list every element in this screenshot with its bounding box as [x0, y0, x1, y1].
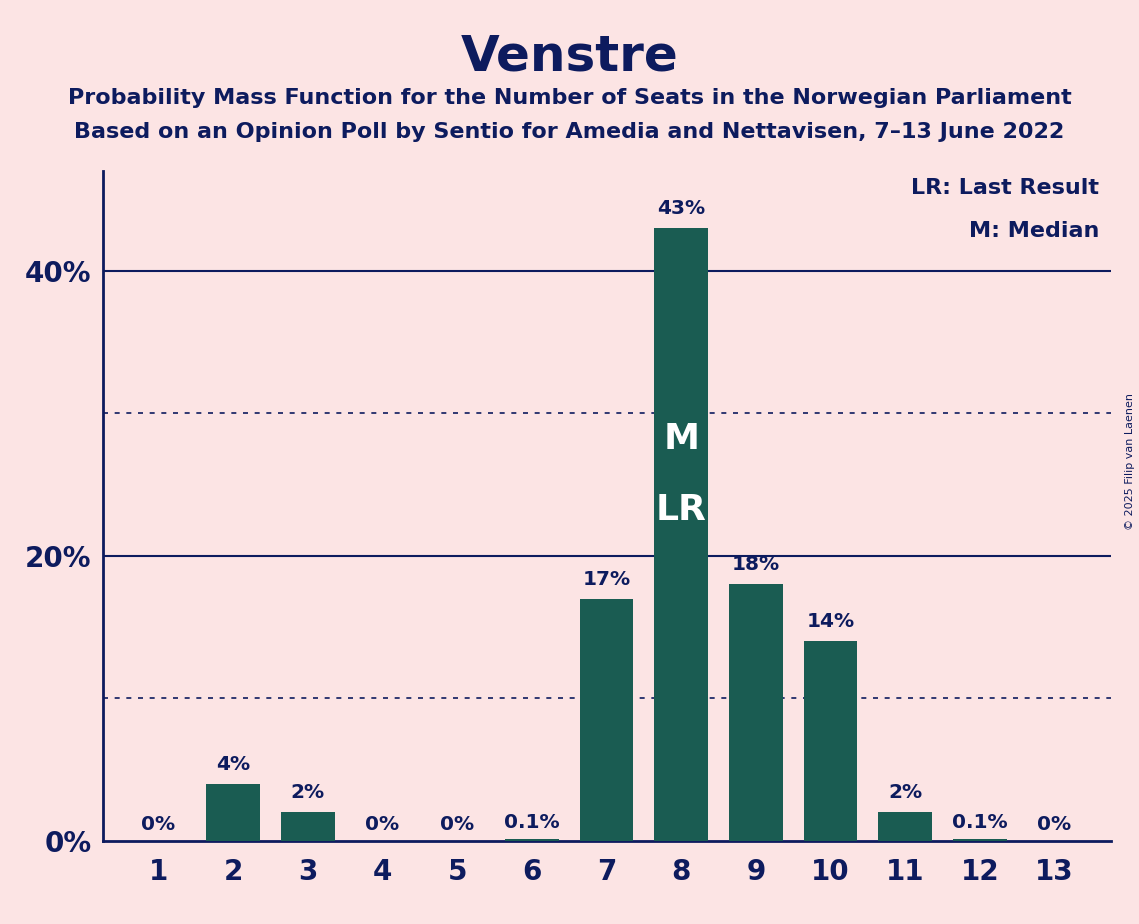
Text: 2%: 2% — [888, 784, 923, 802]
Text: Venstre: Venstre — [460, 32, 679, 80]
Text: 4%: 4% — [216, 755, 251, 774]
Bar — [953, 839, 1007, 841]
Text: 0%: 0% — [440, 815, 474, 833]
Bar — [878, 812, 932, 841]
Text: 43%: 43% — [657, 199, 705, 218]
Bar — [580, 599, 633, 841]
Bar — [804, 641, 858, 841]
Text: 14%: 14% — [806, 613, 854, 631]
Text: M: Median: M: Median — [969, 221, 1099, 241]
Text: 0%: 0% — [1038, 815, 1072, 833]
Text: M: M — [663, 422, 699, 456]
Text: 0.1%: 0.1% — [952, 813, 1008, 833]
Text: 18%: 18% — [731, 555, 780, 575]
Text: 2%: 2% — [290, 784, 325, 802]
Text: 0%: 0% — [366, 815, 400, 833]
Bar — [729, 584, 782, 841]
Text: Based on an Opinion Poll by Sentio for Amedia and Nettavisen, 7–13 June 2022: Based on an Opinion Poll by Sentio for A… — [74, 122, 1065, 142]
Bar — [505, 839, 559, 841]
Bar — [654, 228, 708, 841]
Text: © 2025 Filip van Laenen: © 2025 Filip van Laenen — [1125, 394, 1134, 530]
Bar — [206, 784, 260, 841]
Text: Probability Mass Function for the Number of Seats in the Norwegian Parliament: Probability Mass Function for the Number… — [67, 88, 1072, 108]
Text: LR: Last Result: LR: Last Result — [911, 178, 1099, 198]
Bar — [281, 812, 335, 841]
Text: 0.1%: 0.1% — [505, 813, 559, 833]
Text: 17%: 17% — [582, 569, 631, 589]
Text: 0%: 0% — [141, 815, 175, 833]
Text: LR: LR — [656, 493, 706, 528]
